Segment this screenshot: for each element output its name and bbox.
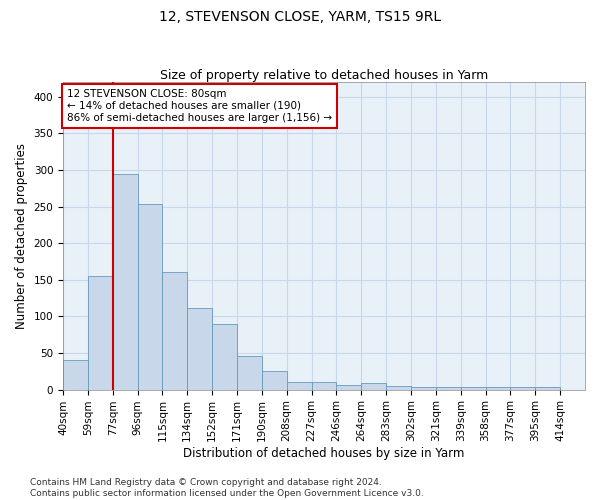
Bar (63, 360, 88, 390)
Text: Contains HM Land Registry data © Crown copyright and database right 2024.
Contai: Contains HM Land Registry data © Crown c… (30, 478, 424, 498)
Bar (535, 388, 560, 390)
Y-axis label: Number of detached properties: Number of detached properties (15, 143, 28, 329)
Bar (436, 388, 461, 390)
Bar (262, 372, 287, 390)
Bar (88, 276, 113, 390)
Bar (187, 308, 212, 390)
X-axis label: Distribution of detached houses by size in Yarm: Distribution of detached houses by size … (184, 447, 465, 460)
Title: Size of property relative to detached houses in Yarm: Size of property relative to detached ho… (160, 69, 488, 82)
Bar (485, 388, 511, 390)
Text: 12 STEVENSON CLOSE: 80sqm
← 14% of detached houses are smaller (190)
86% of semi: 12 STEVENSON CLOSE: 80sqm ← 14% of detac… (67, 90, 332, 122)
Bar (287, 382, 311, 390)
Text: 12, STEVENSON CLOSE, YARM, TS15 9RL: 12, STEVENSON CLOSE, YARM, TS15 9RL (159, 10, 441, 24)
Bar (386, 386, 411, 390)
Bar (411, 388, 436, 390)
Bar (212, 324, 237, 390)
Bar (361, 383, 386, 390)
Bar (237, 356, 262, 390)
Bar (461, 388, 485, 390)
Bar (163, 272, 187, 390)
Bar (311, 382, 337, 390)
Bar (337, 385, 361, 390)
Bar (511, 388, 535, 390)
Bar (137, 204, 163, 390)
Bar (113, 174, 137, 390)
